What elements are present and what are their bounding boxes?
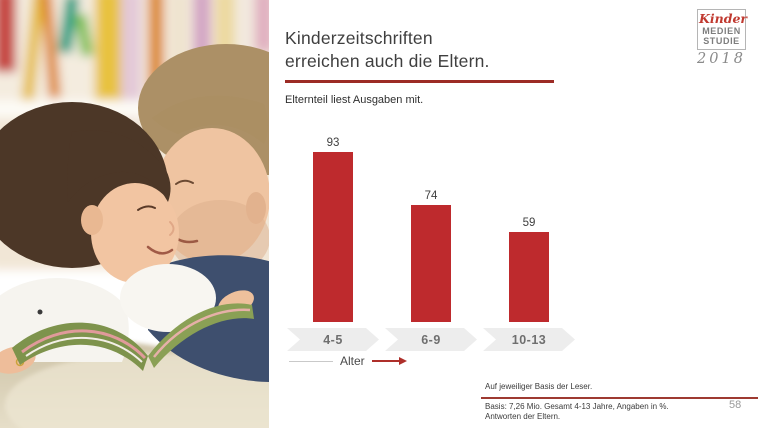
- page-number: 58: [729, 399, 742, 411]
- bar: [313, 152, 353, 322]
- bar-value-label: 74: [424, 190, 438, 202]
- open-book: [0, 264, 254, 374]
- bar-value-label: 93: [326, 137, 340, 149]
- bar-group-4-5: 93 4-5: [287, 130, 379, 351]
- footnote-basis-detail: Basis: 7,26 Mio. Gesamt 4-13 Jahre, Anga…: [485, 402, 669, 421]
- logo-box: Kinder MEDIEN STUDIE: [697, 9, 747, 50]
- bar-stack: 93: [287, 137, 379, 322]
- logo-studie: STUDIE: [703, 36, 740, 46]
- bar-chart: 93 4-5 74 6-9 59 10-13: [285, 130, 579, 351]
- photo-illustration: [0, 0, 269, 428]
- age-chevron: 6-9: [385, 328, 477, 351]
- age-chevron: 4-5: [287, 328, 379, 351]
- bar-value-label: 59: [522, 217, 536, 229]
- chart-subtitle: Elternteil liest Ausgaben mit.: [285, 94, 424, 106]
- page-title: Kinderzeitschriften erreichen auch die E…: [285, 28, 490, 71]
- age-axis-row: Alter: [289, 354, 407, 368]
- photo-father-son-reading: [0, 0, 269, 428]
- right-arrow-icon: [371, 357, 407, 365]
- title-underline: [285, 80, 554, 83]
- logo-year: 2018: [697, 51, 746, 67]
- axis-label-alter: Alter: [340, 354, 365, 368]
- age-chevron: 10-13: [483, 328, 575, 351]
- bar-group-6-9: 74 6-9: [385, 130, 477, 351]
- kinder-medien-studie-logo: Kinder MEDIEN STUDIE 2018: [697, 9, 747, 67]
- logo-medien: MEDIEN: [702, 26, 741, 36]
- footnote-reader-basis: Auf jeweiliger Basis der Leser.: [485, 382, 593, 391]
- bar-stack: 59: [483, 217, 575, 322]
- axis-line: [289, 360, 333, 362]
- bar-group-10-13: 59 10-13: [483, 130, 575, 351]
- bar-stack: 74: [385, 190, 477, 322]
- logo-kinder-script: Kinder: [699, 11, 747, 26]
- bar: [509, 232, 549, 322]
- bar: [411, 205, 451, 322]
- footer-rule: [481, 397, 758, 399]
